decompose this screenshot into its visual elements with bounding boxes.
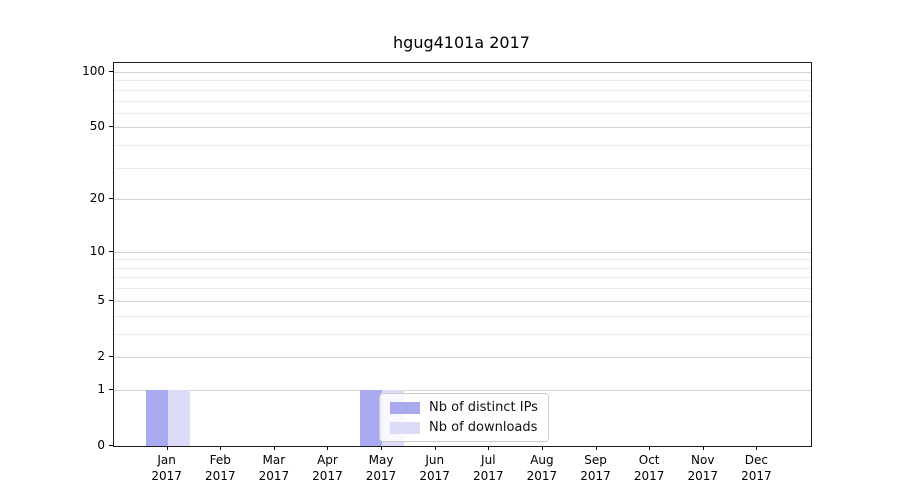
legend-swatch-distinct-ips	[390, 401, 420, 414]
month-label: Jan	[157, 453, 176, 467]
year-label: 2017	[419, 469, 450, 483]
gridline-minor	[114, 288, 811, 290]
year-label: 2017	[526, 469, 558, 483]
year-label: 2017	[312, 469, 343, 483]
gridline-minor	[114, 100, 811, 102]
x-tick-label: Nov 2017	[676, 452, 730, 484]
month-label: Feb	[209, 453, 231, 467]
x-tick-label: Mar 2017	[247, 452, 301, 484]
gridline-minor	[114, 80, 811, 82]
gridline-minor	[114, 167, 811, 169]
year-label: 2017	[633, 469, 665, 483]
x-tick-label: Aug 2017	[515, 452, 569, 484]
x-tick-label: Dec 2017	[729, 452, 783, 484]
y-tick-label: 100	[82, 64, 105, 78]
x-tick-label: Apr 2017	[300, 452, 354, 484]
month-label: Sep	[584, 453, 607, 467]
y-tick-label: 10	[89, 243, 105, 258]
x-tick-label: Jul 2017	[461, 452, 515, 484]
year-label: 2017	[473, 469, 504, 483]
x-tick-label: Feb 2017	[193, 452, 247, 484]
month-label: Nov	[691, 453, 715, 467]
year-label: 2017	[741, 469, 772, 483]
year-label: 2017	[258, 469, 290, 483]
gridline-minor	[114, 315, 811, 317]
gridline-minor	[114, 333, 811, 335]
x-tick-label: May 2017	[354, 452, 408, 484]
gridline-minor	[114, 145, 811, 147]
month-label: May	[368, 453, 394, 467]
bar-distinct-ips-may	[360, 389, 383, 446]
gridline-major	[114, 127, 811, 129]
year-label: 2017	[687, 469, 719, 483]
gridline-major	[114, 389, 811, 391]
x-tick-label: Oct 2017	[622, 452, 676, 484]
gridline-major	[114, 72, 811, 73]
y-tick-label: 50	[89, 119, 105, 134]
year-label: 2017	[365, 469, 397, 483]
y-tick-label: 2	[97, 348, 105, 363]
x-tick-label: Sep 2017	[569, 452, 623, 484]
month-label: Mar	[262, 453, 286, 467]
year-label: 2017	[580, 469, 611, 483]
plot-area: Nb of distinct IPs Nb of downloads	[113, 62, 812, 447]
gridline-major	[114, 251, 811, 253]
month-label: Dec	[744, 453, 768, 467]
month-label: Jul	[481, 453, 496, 467]
legend-swatch-downloads	[390, 421, 420, 434]
gridline-major	[114, 356, 811, 358]
legend-item-downloads: Nb of downloads	[390, 420, 538, 435]
gridline-minor	[114, 112, 811, 114]
month-label: Jun	[425, 453, 445, 467]
x-tick-label: Jan 2017	[140, 452, 194, 484]
y-tick-label: 20	[89, 191, 105, 206]
bar-downloads-jan	[167, 389, 190, 446]
chart-title: hgug4101a 2017	[393, 33, 530, 52]
gridline-minor	[114, 277, 811, 279]
year-label: 2017	[204, 469, 236, 483]
y-tick-label: 0	[97, 438, 105, 452]
gridline-major	[114, 199, 811, 201]
gridline-minor	[114, 259, 811, 261]
month-label: Oct	[638, 453, 660, 467]
legend: Nb of distinct IPs Nb of downloads	[379, 393, 549, 442]
y-tick-label: 5	[97, 292, 105, 307]
gridline-minor	[114, 89, 811, 91]
bar-distinct-ips-jan	[145, 389, 168, 446]
y-tick-label: 1	[97, 381, 105, 396]
gridline-minor	[114, 267, 811, 269]
month-label: Apr	[317, 453, 338, 467]
legend-label-downloads: Nb of downloads	[429, 420, 538, 435]
x-tick-label: Jun 2017	[408, 452, 462, 484]
year-label: 2017	[151, 469, 182, 483]
month-label: Aug	[530, 453, 554, 467]
legend-item-distinct-ips: Nb of distinct IPs	[390, 400, 538, 415]
legend-label-distinct-ips: Nb of distinct IPs	[429, 400, 538, 415]
gridline-major	[114, 300, 811, 302]
